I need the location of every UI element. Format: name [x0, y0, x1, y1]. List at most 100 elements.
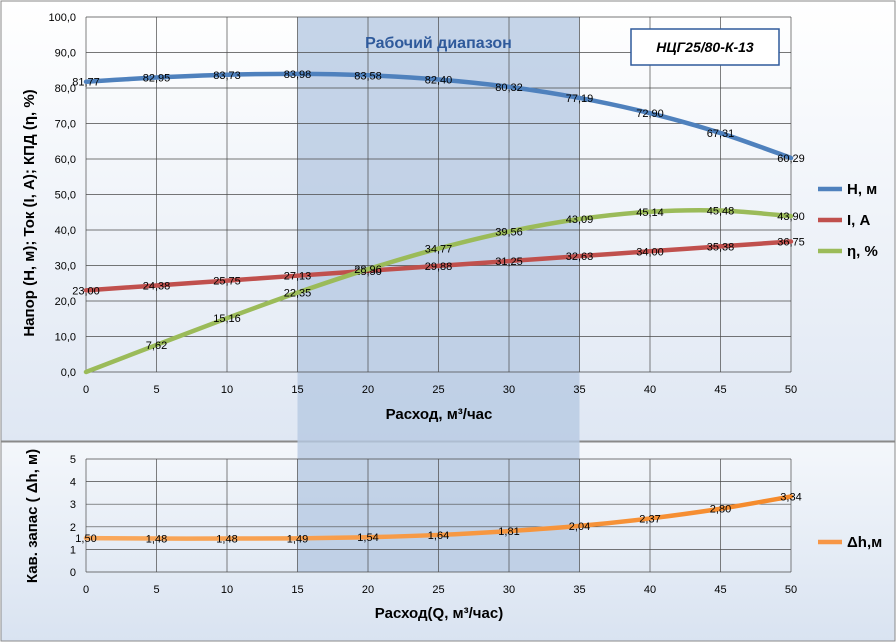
top-y-tick-label: 0,0 — [61, 367, 76, 379]
bottom-y-tick-label: 3 — [70, 499, 76, 511]
data-label: 3,34 — [780, 492, 801, 504]
legend-entry: Δh,м — [847, 534, 882, 551]
data-label: 1,64 — [428, 530, 449, 542]
legend-entry: I, А — [847, 212, 871, 229]
bottom-x-tick-label: 45 — [714, 584, 726, 596]
top-y-tick-label: 90,0 — [55, 48, 76, 60]
data-label: 36,75 — [777, 237, 805, 249]
top-y-tick-label: 100,0 — [48, 12, 76, 24]
data-label: 80,32 — [495, 82, 523, 94]
top-x-tick-label: 0 — [83, 384, 89, 396]
bottom-x-tick-label: 40 — [644, 584, 656, 596]
data-label: 1,54 — [357, 532, 378, 544]
bottom-y-axis-title: Кав. запас ( Δh, м) — [24, 449, 41, 583]
data-label: 34,77 — [425, 244, 453, 256]
top-x-tick-label: 45 — [714, 384, 726, 396]
data-label: 1,81 — [498, 526, 519, 538]
data-label: 72,90 — [636, 108, 664, 120]
bottom-y-tick-label: 1 — [70, 544, 76, 556]
top-y-tick-label: 30,0 — [55, 261, 76, 273]
top-y-tick-label: 70,0 — [55, 119, 76, 131]
data-label: 29,88 — [425, 261, 453, 273]
top-chart-series: 81,77 82,95 83,73 83,98 83,58 82,40 80,32 77,19… — [72, 69, 805, 375]
data-label: 28,96 — [354, 264, 382, 276]
data-label: 1,48 — [216, 534, 237, 546]
bottom-x-tick-label: 25 — [432, 584, 444, 596]
top-x-tick-label: 50 — [785, 384, 797, 396]
data-label: 82,40 — [425, 74, 453, 86]
data-label: 2,04 — [569, 521, 590, 533]
bottom-y-tick-label: 0 — [70, 567, 76, 579]
bottom-x-tick-label: 10 — [221, 584, 233, 596]
top-y-tick-label: 80,0 — [55, 83, 76, 95]
data-label: 27,13 — [284, 271, 312, 283]
data-label: 35,38 — [707, 241, 735, 253]
model-label: НЦГ25/80-К-13 — [656, 39, 754, 55]
top-y-tick-label: 40,0 — [55, 225, 76, 237]
data-label: 7,62 — [146, 340, 167, 352]
bottom-y-tick-label: 4 — [70, 477, 76, 489]
bottom-y-tick-label: 5 — [70, 454, 76, 466]
series-line-bottom-0 — [83, 494, 794, 541]
bottom-x-tick-label: 0 — [83, 584, 89, 596]
data-label: 25,75 — [213, 276, 241, 288]
model-label-box — [630, 28, 780, 66]
working-range-label: Рабочий диапазон — [365, 35, 512, 52]
bottom-x-tick-label: 35 — [573, 584, 585, 596]
data-label: 1,49 — [287, 533, 308, 545]
series-line-top-2 — [83, 207, 794, 375]
data-label: 45,48 — [707, 206, 735, 218]
series-line-top-0 — [83, 71, 794, 161]
bottom-x-tick-label: 20 — [362, 584, 374, 596]
data-label: 32,63 — [566, 251, 594, 263]
legend-entry: Н, м — [847, 181, 877, 198]
data-label: 77,19 — [566, 93, 594, 105]
bottom-x-tick-label: 30 — [503, 584, 515, 596]
top-chart-tick-labels: 0 5 10 15 20 25 30 35 40 45 50 0,0 10,0 20,0 30,0 40,0 5… — [48, 12, 797, 396]
data-label: 23,00 — [72, 285, 100, 297]
data-label: 43,09 — [566, 214, 594, 226]
data-label: 15,16 — [213, 313, 241, 325]
top-x-tick-label: 35 — [573, 384, 585, 396]
data-label: 39,56 — [495, 227, 523, 239]
bottom-chart-series: 1,50 1,48 1,48 1,49 1,54 1,64 1,81 2,04 2,37 2,80… — [75, 492, 801, 546]
data-label: 83,98 — [284, 69, 312, 81]
legend-entry: η, % — [847, 243, 878, 260]
chart-legend: Н, м I, А η, % Δh,м — [818, 181, 882, 551]
top-y-tick-label: 50,0 — [55, 190, 76, 202]
top-x-tick-label: 40 — [644, 384, 656, 396]
top-y-tick-label: 60,0 — [55, 154, 76, 166]
data-label: 22,35 — [284, 288, 312, 300]
series-line-top-1 — [83, 239, 794, 293]
data-label: 1,48 — [146, 534, 167, 546]
top-y-tick-label: 10,0 — [55, 332, 76, 344]
data-label: 45,14 — [636, 207, 664, 219]
top-x-tick-label: 30 — [503, 384, 515, 396]
top-x-tick-label: 25 — [432, 384, 444, 396]
data-label: 34,00 — [636, 246, 664, 258]
bottom-y-tick-label: 2 — [70, 522, 76, 534]
data-label: 2,37 — [639, 513, 660, 525]
data-label: 81,77 — [72, 77, 100, 89]
data-label: 31,25 — [495, 256, 523, 268]
data-label: 60,29 — [777, 153, 805, 165]
data-label: 24,38 — [143, 280, 171, 292]
bottom-x-tick-label: 50 — [785, 584, 797, 596]
top-y-tick-label: 20,0 — [55, 296, 76, 308]
data-label: 1,50 — [75, 533, 96, 545]
data-label: 43,90 — [777, 211, 805, 223]
data-label: 2,80 — [710, 504, 731, 516]
top-y-axis-title: Напор (Н, м); Ток (I, А); КПД (η, %) — [21, 89, 38, 336]
data-label: 83,73 — [213, 70, 241, 82]
top-x-axis-title: Расход, м³/час — [386, 406, 493, 423]
data-label: 82,95 — [143, 73, 171, 85]
data-label: 83,58 — [354, 70, 382, 82]
data-label: 67,31 — [707, 128, 735, 140]
bottom-x-tick-label: 5 — [153, 584, 159, 596]
bottom-chart-grid — [85, 458, 792, 573]
top-x-tick-label: 15 — [291, 384, 303, 396]
top-x-tick-label: 10 — [221, 384, 233, 396]
top-x-tick-label: 20 — [362, 384, 374, 396]
